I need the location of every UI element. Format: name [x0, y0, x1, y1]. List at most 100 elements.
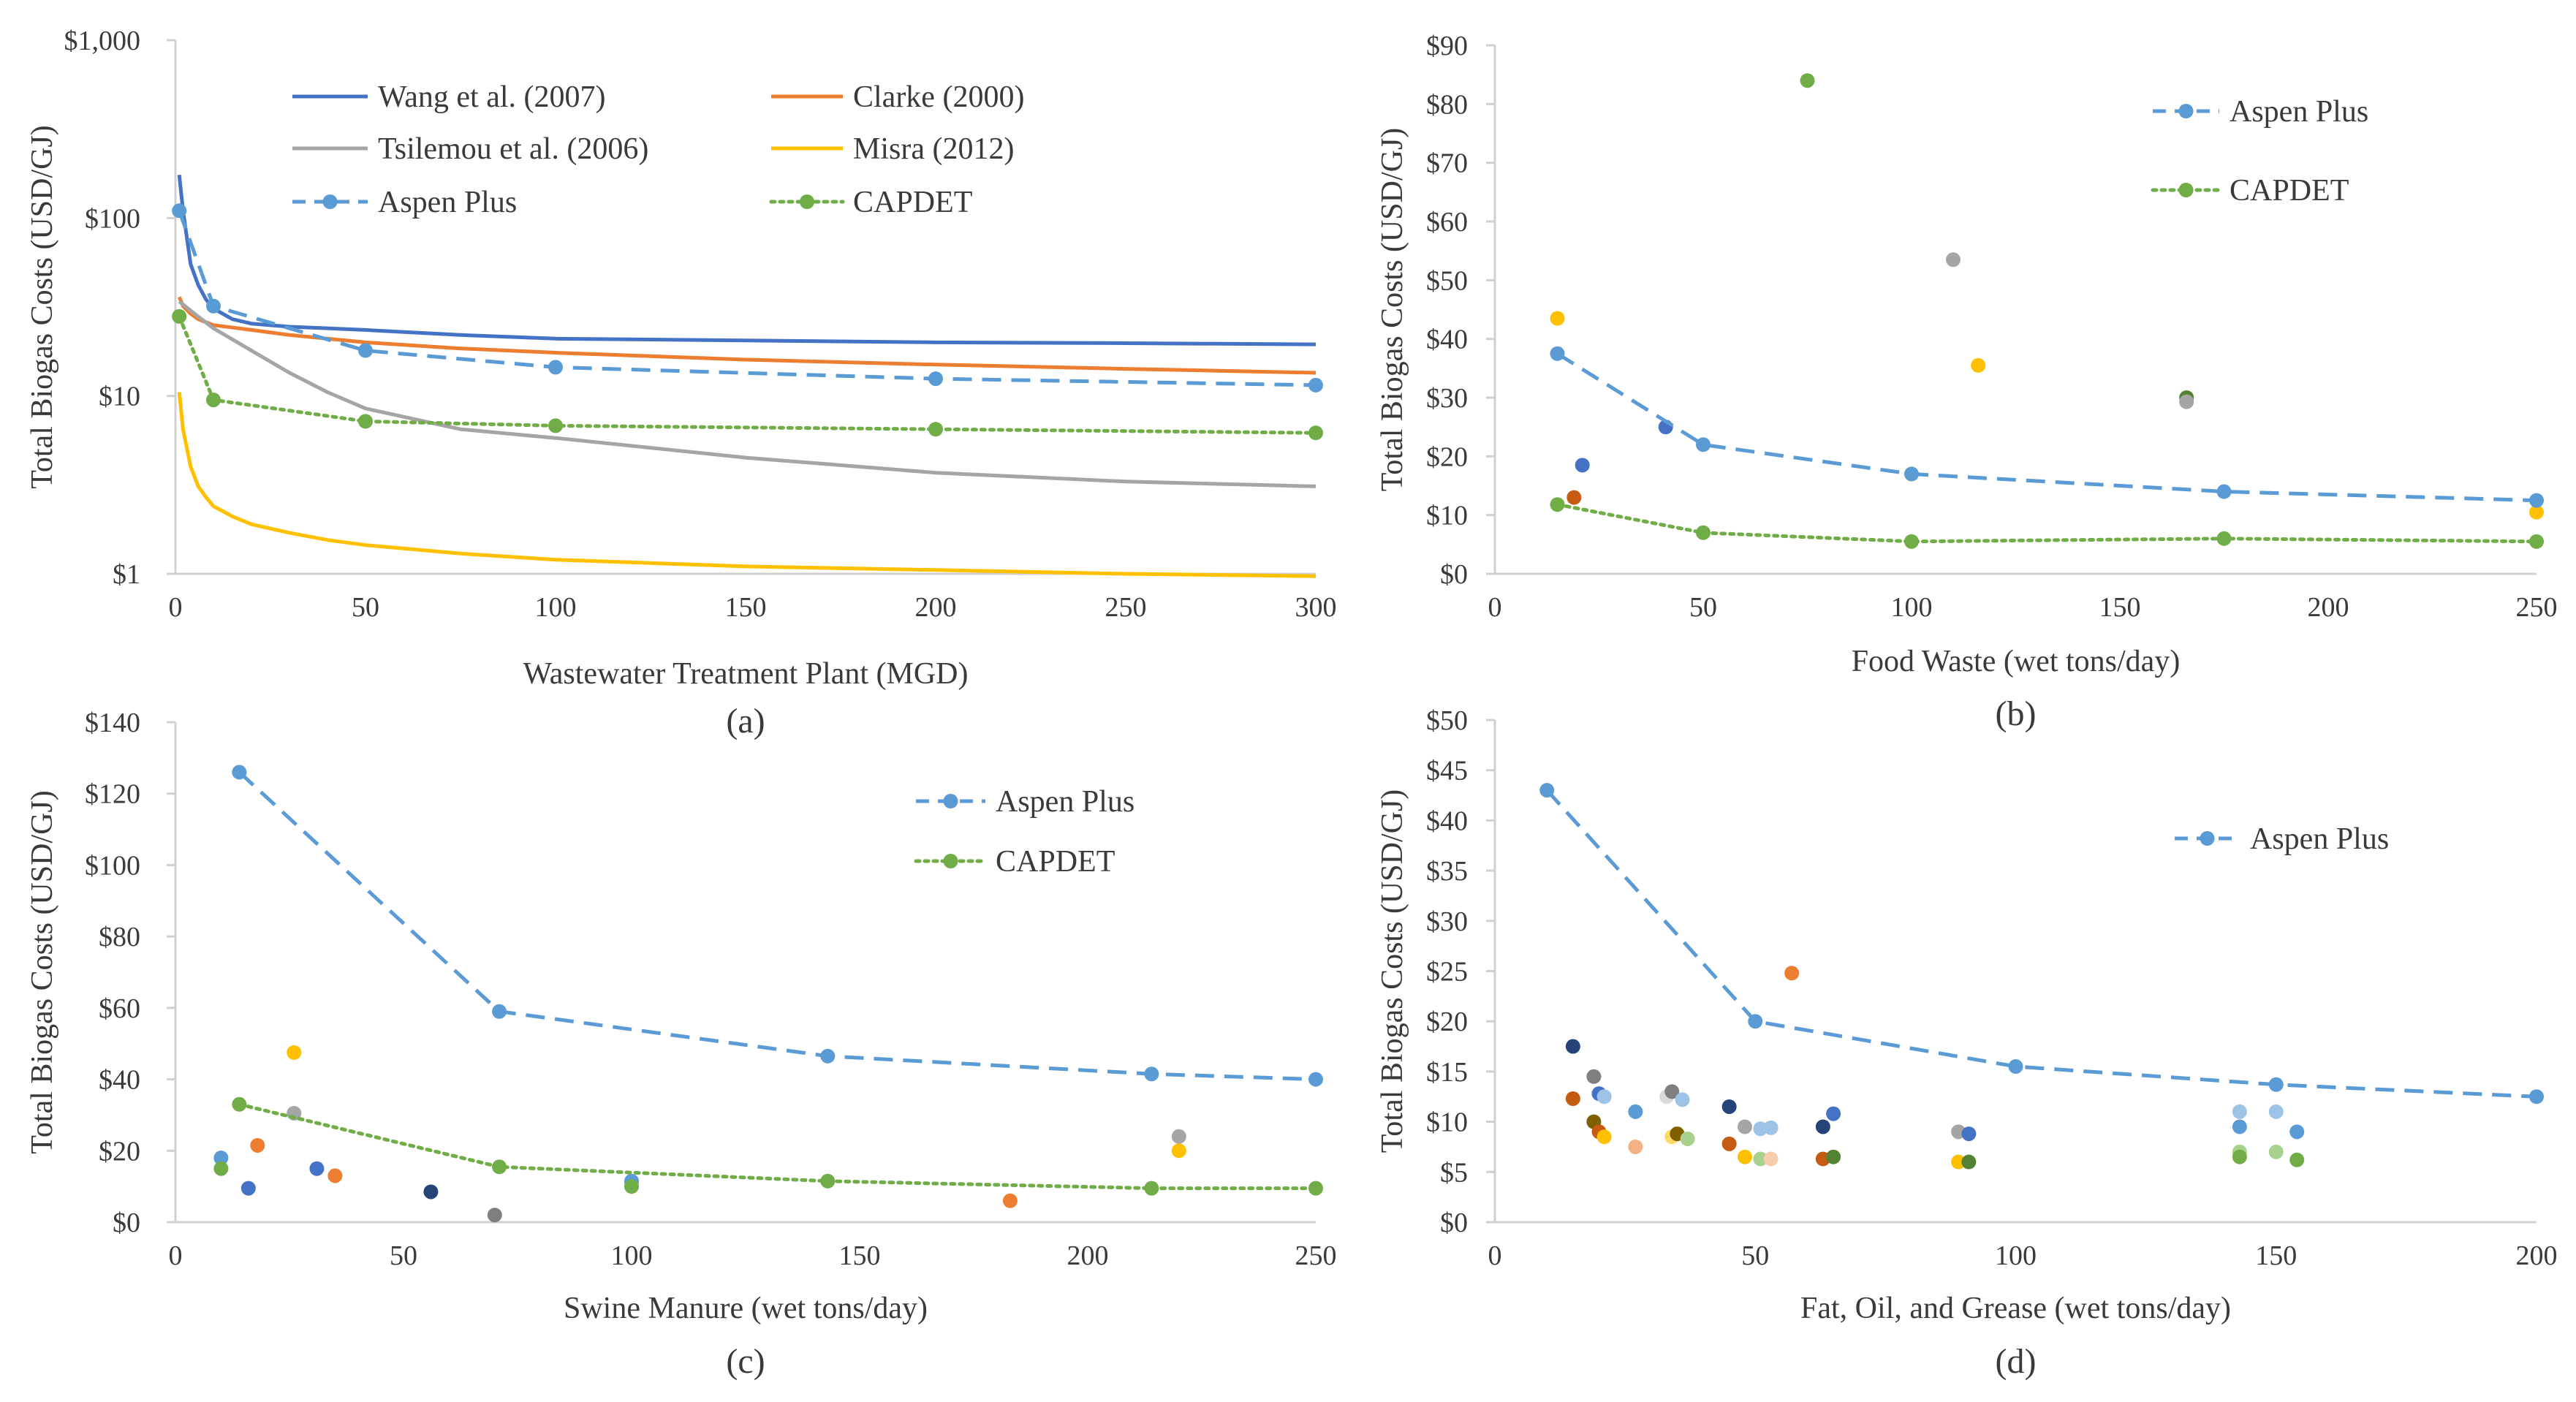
y-tick-label: $30: [1426, 906, 1468, 937]
x-tick-label: 100: [535, 592, 577, 623]
series-marker: [1696, 437, 1711, 452]
scatter-point: [1800, 73, 1815, 88]
x-tick-label: 200: [2516, 1240, 2558, 1271]
y-axis-title: Total Biogas Costs (USD/GJ): [1376, 128, 1409, 492]
y-tick-label: $60: [1426, 207, 1468, 238]
x-tick-label: 0: [1488, 592, 1502, 623]
series-marker: [1550, 497, 1565, 512]
series-marker: [1308, 425, 1323, 441]
series-marker: [2268, 1077, 2284, 1092]
scatter-point: [250, 1137, 265, 1153]
x-tick-label: 150: [725, 592, 767, 623]
legend-label: Aspen Plus: [378, 186, 517, 219]
y-tick-label: $25: [1426, 957, 1468, 988]
scatter-point: [1550, 311, 1565, 326]
y-tick-label: $80: [99, 922, 140, 952]
series-line-aspen-plus: [238, 770, 1317, 1082]
y-tick-label: $100: [85, 203, 140, 234]
scatter-point: [1721, 1136, 1737, 1151]
scatter-point: [1946, 252, 1961, 268]
x-tick-label: 0: [1488, 1240, 1502, 1271]
y-tick-label: $20: [1426, 1007, 1468, 1037]
x-tick-label: 150: [2255, 1240, 2297, 1271]
series-marker: [2216, 484, 2232, 499]
series-marker: [206, 393, 221, 408]
series-marker: [2529, 534, 2544, 549]
scatter-point: [1565, 1091, 1580, 1106]
scatter-point: [1628, 1104, 1643, 1119]
y-tick-label: $50: [1426, 265, 1468, 296]
scatter-point: [1951, 1154, 1966, 1170]
scatter-point: [1815, 1119, 1830, 1134]
legend-marker: [322, 194, 338, 209]
series-marker: [1308, 1072, 1323, 1087]
series-line-capdet: [237, 1102, 1318, 1191]
legend-marker: [2178, 183, 2194, 197]
scatter-point: [1596, 1129, 1612, 1145]
series-line-aspen-plus: [1545, 789, 2537, 1099]
panel-a: $1 $10 $100 $1,000 0 50 100 150 200 250 300 Total B…: [26, 26, 1337, 740]
legend-marker: [943, 794, 958, 808]
series-marker: [1539, 783, 1555, 798]
y-tick-label: $140: [85, 708, 140, 738]
legend-label: Misra (2012): [853, 132, 1014, 166]
y-tick-label: $45: [1426, 756, 1468, 787]
y-tick-label: $90: [1426, 31, 1468, 61]
series-marker: [548, 360, 563, 375]
scatter-point: [2179, 394, 2194, 409]
legend-marker: [2200, 831, 2215, 846]
y-tick-label: $15: [1426, 1057, 1468, 1088]
y-tick-label: $0: [1440, 559, 1468, 590]
series-marker: [2008, 1059, 2023, 1075]
series-marker: [172, 308, 187, 324]
legend-label: Tsilemou et al. (2006): [378, 132, 648, 166]
series-marker: [232, 765, 247, 780]
legend-marker: [2178, 104, 2194, 118]
scatter-point: [1826, 1106, 1841, 1121]
scatter-point: [287, 1045, 302, 1060]
series-marker: [928, 422, 943, 437]
y-axis-title: Total Biogas Costs (USD/GJ): [26, 790, 59, 1154]
x-tick-label: 50: [390, 1240, 417, 1271]
scatter-point: [2232, 1104, 2247, 1119]
y-tick-label: $1,000: [64, 26, 141, 56]
y-tick-label: $100: [85, 850, 140, 881]
series-marker: [492, 1004, 507, 1019]
x-tick-label: 300: [1295, 592, 1337, 623]
x-tick-label: 100: [1891, 592, 1933, 623]
x-tick-label: 250: [1105, 592, 1147, 623]
scatter-point: [1171, 1129, 1186, 1144]
series-line-tsilemou-et-al-2006: [178, 300, 1317, 488]
legend: Wang et al. (2007) Clarke (2000) Tsilemou …: [292, 80, 1024, 219]
scatter-point: [1664, 1084, 1680, 1099]
y-tick-label: $60: [99, 993, 140, 1024]
panel-b: $0 $10 $20 $30 $40 $50 $60 $70 $80 $90 0 50 100 150 20…: [1376, 31, 2558, 733]
scatter-point: [1575, 458, 1590, 473]
y-tick-label: $0: [1440, 1208, 1468, 1238]
scatter-point: [2289, 1152, 2305, 1167]
scatter-point: [1586, 1069, 1602, 1084]
scatter-point: [1628, 1139, 1643, 1154]
scatter-point: [1002, 1193, 1018, 1208]
series-marker: [358, 414, 373, 429]
legend: Aspen Plus: [2175, 822, 2389, 856]
series-line-capdet: [1556, 502, 2539, 544]
x-tick-label: 50: [1689, 592, 1717, 623]
series-marker: [1144, 1066, 1159, 1082]
x-tick-label: 50: [352, 592, 379, 623]
y-tick-label: $20: [99, 1136, 140, 1167]
series-marker: [2529, 1089, 2544, 1104]
scatter-point: [2232, 1119, 2247, 1134]
y-tick-label: $120: [85, 779, 140, 810]
scatter-point: [1753, 1151, 1768, 1167]
y-tick-label: $50: [1426, 705, 1468, 736]
scatter-point: [1565, 1039, 1580, 1054]
x-tick-label: 200: [915, 592, 957, 623]
scatter-point: [1961, 1126, 1977, 1142]
panel-label: (d): [1996, 1342, 2037, 1381]
series-line-capdet: [177, 314, 1318, 435]
series-marker: [358, 343, 373, 358]
series-marker: [232, 1096, 247, 1112]
scatter-point: [624, 1179, 639, 1194]
x-tick-label: 0: [169, 1240, 183, 1271]
